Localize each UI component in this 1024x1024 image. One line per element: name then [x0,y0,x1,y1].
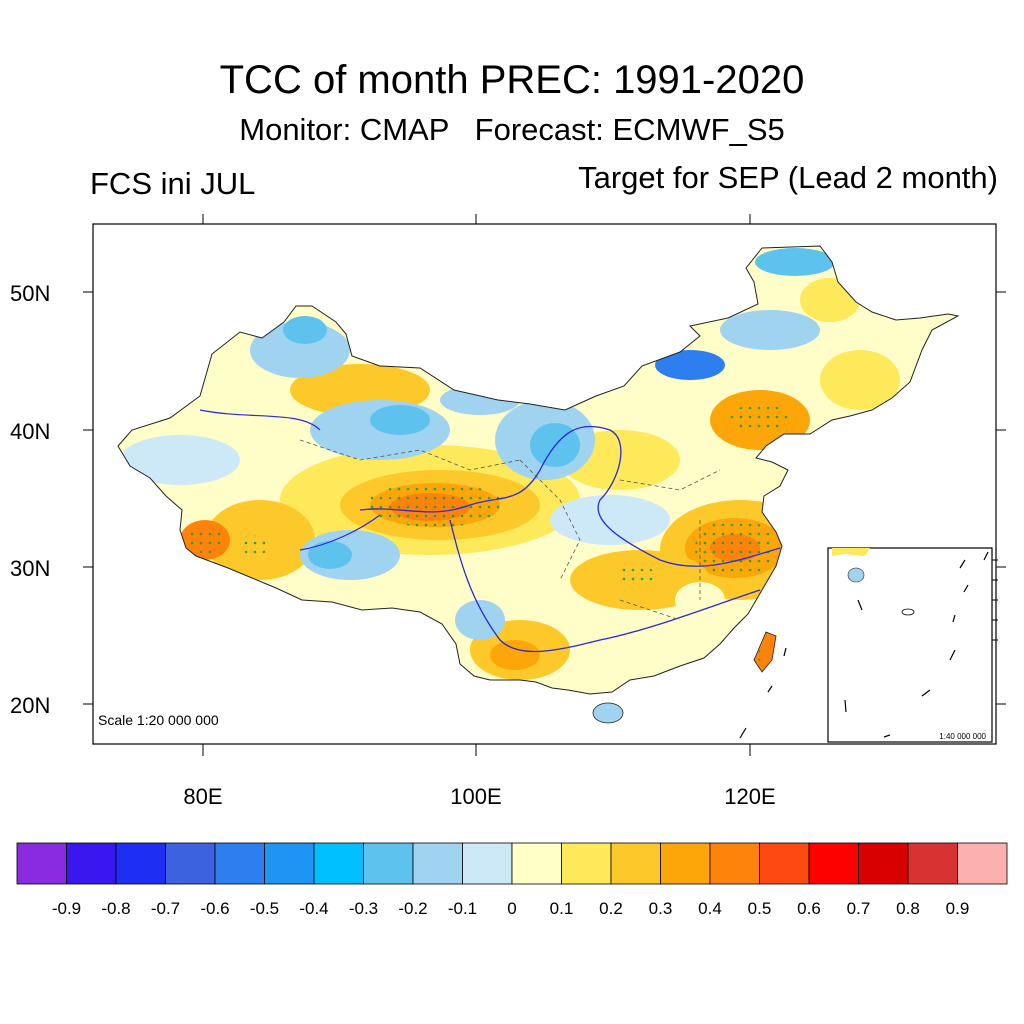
colorbar-label: -0.1 [448,899,477,918]
colorbar-swatch [165,842,216,885]
colorbar-label: -0.5 [250,899,279,918]
colorbar-swatch [511,842,562,885]
colorbar-label: 0.5 [748,899,772,918]
colorbar-swatch [412,842,463,885]
colorbar-swatch [16,842,67,885]
colorbar-swatch [907,842,958,885]
colorbar-swatch [462,842,513,885]
colorbar-label: 0.6 [797,899,821,918]
country-outline [117,245,960,695]
inset-dash-lines [844,551,989,738]
colorbar-label: 0.7 [847,899,871,918]
lat-label-30n: 30N [10,556,50,581]
colorbar-label: -0.2 [398,899,427,918]
colorbar-swatch [660,842,711,885]
lon-label-120e: 120E [724,784,775,809]
colorbar-label: 0 [507,899,516,918]
colorbar-swatch [709,842,760,885]
colorbar-swatch [808,842,859,885]
colorbar-swatch [957,842,1008,885]
colorbar-label: -0.6 [200,899,229,918]
colorbar-label: 0.3 [649,899,673,918]
colorbar-swatch [313,842,364,885]
colorbar-label: 0.2 [599,899,623,918]
colorbar-swatch [264,842,315,885]
lat-label-40n: 40N [10,419,50,444]
init-label: FCS ini JUL [90,166,256,201]
chart-subtitle: Monitor: CMAP Forecast: ECMWF_S5 [239,112,785,147]
scale-label: Scale 1:20 000 000 [98,712,219,728]
colorbar-label: 0.9 [946,899,970,918]
colorbar-swatch [363,842,414,885]
colorbar: -0.9 -0.8 -0.7 -0.6 -0.5 -0.4 -0.3 -0.2 -0.1 0 0.1… [16,842,1008,918]
lat-label-20n: 20N [10,693,50,718]
colorbar-label: -0.7 [151,899,180,918]
target-label: Target for SEP (Lead 2 month) [578,160,998,195]
colorbar-label: -0.9 [52,899,81,918]
colorbar-label: -0.3 [349,899,378,918]
lon-label-100e: 100E [450,784,501,809]
colorbar-swatch [759,842,810,885]
inset-ticks [992,559,998,641]
chart-title: TCC of month PREC: 1991-2020 [219,58,805,102]
colorbar-swatch [858,842,909,885]
inset-scale-label: 1:40 000 000 [939,732,986,741]
colorbar-label: -0.4 [299,899,328,918]
colorbar-label: -0.8 [101,899,130,918]
lat-label-50n: 50N [10,281,50,306]
map-ticks [83,214,1006,756]
colorbar-swatch [214,842,265,885]
colorbar-swatch [115,842,166,885]
colorbar-label: 0.8 [896,899,920,918]
colorbar-swatch [610,842,661,885]
lon-label-80e: 80E [183,784,222,809]
colorbar-swatch [66,842,117,885]
hainan-island [592,702,624,724]
colorbar-swatch [561,842,612,885]
colorbar-label: 0.4 [698,899,722,918]
colorbar-label: 0.1 [550,899,574,918]
